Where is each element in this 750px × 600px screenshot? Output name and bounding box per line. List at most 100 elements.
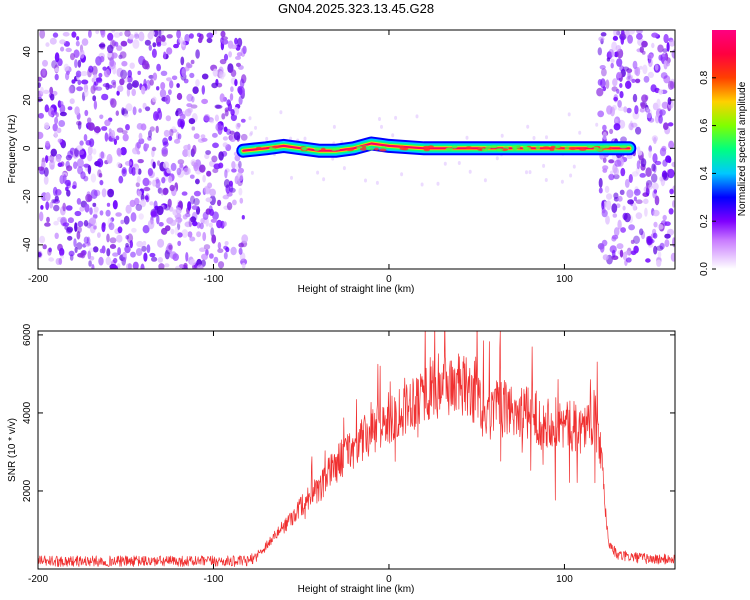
spectrogram-noise-blob — [130, 212, 137, 222]
colorbar: 0.0 0.2 0.4 0.6 0.8 Normalized spectral ampl… — [699, 30, 748, 276]
spectrogram-noise-blob — [125, 124, 130, 131]
spectrogram-noise-blob — [62, 222, 70, 227]
spectrogram-noise-blob — [76, 86, 83, 92]
spectrogram-noise-blob — [120, 69, 128, 80]
spectrogram-noise-blob — [180, 40, 186, 47]
spectrogram-noise-blob — [123, 215, 130, 225]
spectrogram-noise-blob — [79, 140, 84, 146]
spectrogram-noise-blob — [211, 155, 218, 163]
spectrogram-noise-blob — [226, 202, 233, 211]
spectrogram-noise-blob — [132, 39, 140, 49]
spectrogram-noise-blob — [645, 182, 650, 193]
spectrogram-noise-blob — [667, 168, 675, 179]
spectrogram-noise-blob — [87, 165, 92, 175]
spectrogram-noise-blob — [206, 32, 214, 39]
spectrogram-noise-blob — [160, 70, 168, 77]
spectrogram-noise-blob — [664, 233, 671, 239]
spectrogram-noise-blob — [652, 182, 659, 191]
spectrogram-noise-blob — [74, 222, 78, 233]
spectrogram-noise-blob — [158, 30, 162, 39]
spectrogram-noise-blob — [124, 160, 133, 166]
spectrogram-noise-blob — [149, 201, 154, 206]
spectrogram-noise-blob — [165, 115, 171, 122]
spectrogram-noise-blob — [136, 141, 141, 149]
spectrogram-noise-blob — [218, 70, 224, 79]
spectrogram-noise-blob — [116, 161, 121, 168]
spectrogram-noise-blob — [176, 83, 180, 88]
spectrogram-noise-blob — [151, 48, 157, 58]
spectrogram-noise-blob — [500, 133, 504, 138]
spectrogram-noise-blob — [89, 207, 93, 215]
spectrogram-noise-blob — [123, 113, 129, 118]
spectrogram-noise-blob — [106, 202, 111, 207]
spectrogram-noise-blob — [65, 154, 72, 161]
spectrogram-noise-blob — [602, 86, 607, 92]
spectrogram-noise-blob — [120, 147, 127, 156]
spectrogram-signal-bead — [374, 147, 379, 151]
spectrogram-noise-blob — [54, 52, 60, 63]
spectrogram-noise-blob — [183, 78, 189, 84]
spectrogram-noise-blob — [121, 60, 128, 67]
spectrogram-noise-blob — [178, 200, 183, 207]
spectrogram-noise-blob — [237, 167, 244, 174]
spectrogram-noise-blob — [620, 35, 625, 45]
spectrogram-noise-blob — [190, 59, 195, 65]
spectrogram-noise-blob — [653, 137, 657, 144]
spectrogram-noise-blob — [545, 135, 548, 140]
spectrogram-noise-blob — [196, 32, 202, 38]
spectrogram-noise-blob — [87, 122, 95, 131]
spectrogram-noise-blob — [193, 190, 201, 197]
spectrogram-noise-blob — [651, 32, 659, 38]
spectrogram-noise-blob — [215, 104, 223, 109]
snr-panel: -200 -100 0 100 2000 4000 6000 Height of strai… — [7, 323, 676, 595]
spectrogram-noise-blob — [193, 162, 199, 172]
spectrogram-noise-blob — [105, 256, 112, 266]
spectrogram-noise-blob — [116, 147, 122, 156]
spectrogram-noise-blob — [225, 144, 232, 152]
spectrogram-noise-blob — [117, 85, 124, 92]
spectrogram-noise-blob — [108, 222, 115, 231]
spectrogram-noise-blob — [610, 170, 613, 175]
spectrogram-noise-blob — [657, 44, 664, 53]
spectrogram-noise-blob — [628, 224, 635, 231]
spectrogram-noise-blob — [634, 78, 641, 84]
y-tick-label: -40 — [22, 237, 33, 252]
spectrogram-noise-blob — [62, 202, 66, 212]
spectrogram-noise-blob — [391, 133, 395, 138]
spectrogram-noise-blob — [617, 100, 622, 108]
spectrogram-noise-blob — [182, 149, 189, 158]
spectrogram-noise-blob — [90, 85, 96, 94]
spectrogram-noise-blob — [316, 170, 320, 175]
spectrogram-noise-blob — [606, 57, 611, 62]
spectrogram-noise-blob — [157, 160, 161, 166]
spectrogram-noise-blob — [76, 145, 83, 151]
spectrogram-noise-blob — [578, 130, 582, 135]
spectrogram-noise-blob — [613, 174, 620, 180]
spectrogram-noise-blob — [174, 226, 179, 236]
spectrogram-noise-blob — [230, 246, 237, 256]
spectrogram-noise-blob — [230, 86, 234, 93]
spectrogram-noise-blob — [66, 70, 70, 76]
spectrogram-noise-blob — [58, 257, 63, 265]
spectrogram-noise-blob — [615, 45, 621, 52]
spectrogram-noise-blob — [641, 40, 648, 48]
spectrogram-noise-blob — [48, 257, 55, 262]
spectrogram-noise-blob — [117, 226, 123, 234]
spectrogram-noise-blob — [662, 48, 668, 53]
x-tick-label: 0 — [386, 274, 392, 285]
spectrogram-noise-blob — [188, 33, 194, 39]
spectrogram-noise-blob — [616, 58, 623, 67]
spectrogram-noise-blob — [128, 165, 133, 175]
spectrogram-noise-blob — [45, 42, 50, 47]
spectrogram-noise-blob — [623, 212, 631, 223]
spectrogram-noise-blob — [209, 253, 214, 259]
spectrogram-noise-blob — [641, 94, 648, 103]
spectrogram-noise-blob — [648, 184, 653, 190]
colorbar-tick-label: 0.4 — [699, 166, 710, 180]
spectrogram-noise-blob — [598, 177, 603, 188]
spectrogram-noise-blob — [74, 59, 78, 69]
spectrogram-noise-blob — [38, 82, 41, 88]
spectrogram-signal-bead — [593, 146, 599, 150]
spectrogram-noise-blob — [645, 108, 653, 119]
